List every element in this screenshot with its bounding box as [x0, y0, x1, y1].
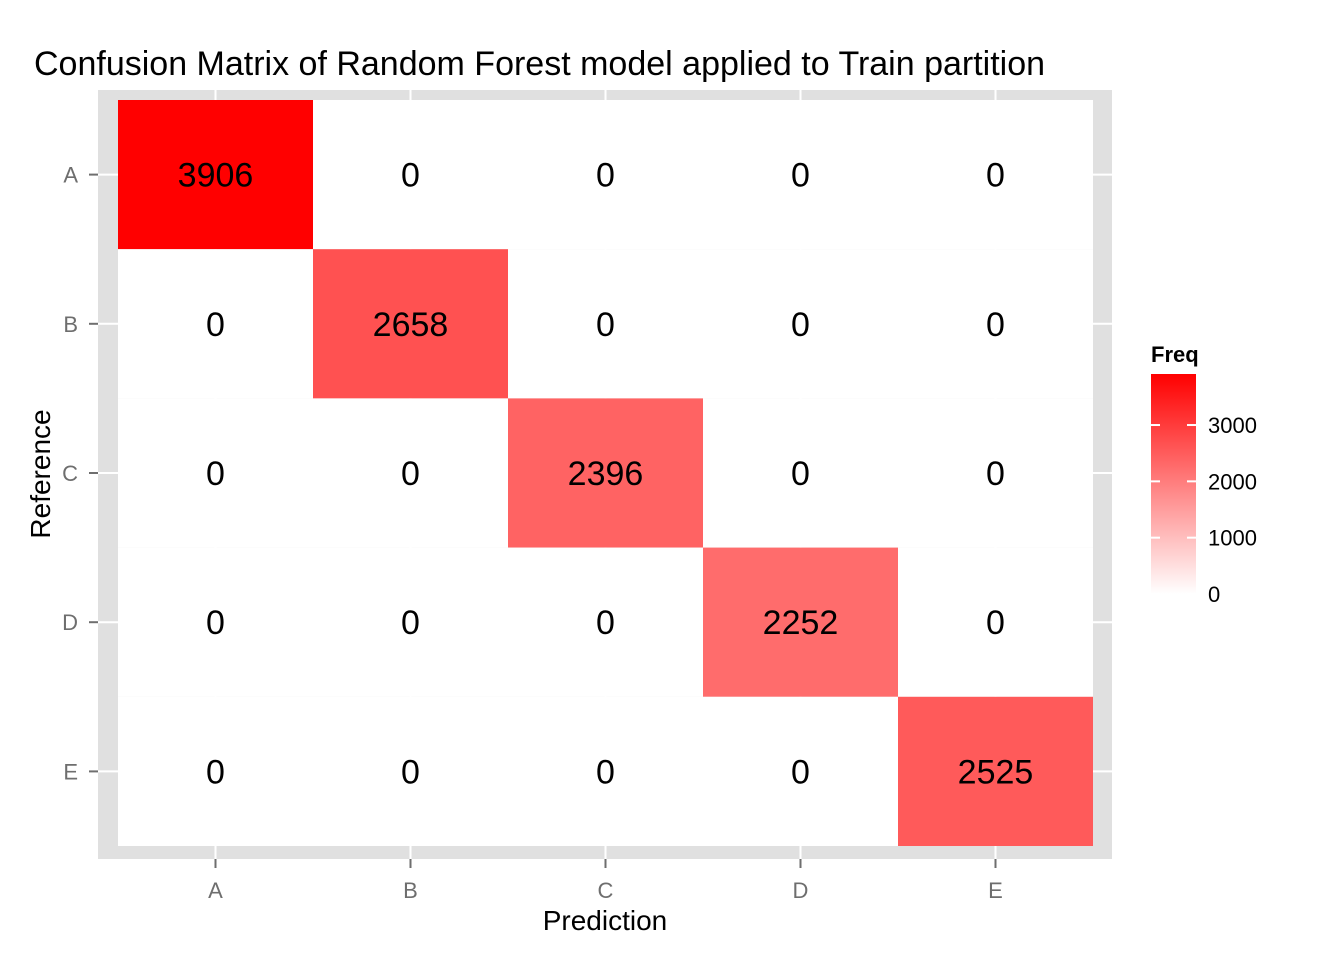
- legend-title: Freq: [1151, 342, 1199, 367]
- cell-value-label: 0: [401, 455, 420, 493]
- x-tick-label: D: [793, 878, 809, 903]
- chart-title: Confusion Matrix of Random Forest model …: [34, 45, 1045, 83]
- cell-value-label: 0: [596, 753, 615, 791]
- y-tick-label: C: [62, 461, 78, 486]
- heatmap-cell: [508, 547, 703, 697]
- cell-value-label: 0: [791, 157, 810, 195]
- heatmap-cell: [313, 547, 508, 697]
- heatmap-cells: [118, 100, 1093, 846]
- heatmap-cell: [118, 696, 313, 846]
- heatmap-cell: [703, 249, 898, 399]
- heatmap-cell: [898, 547, 1093, 697]
- cell-value-label: 0: [206, 753, 225, 791]
- x-tick-label: A: [208, 878, 223, 903]
- y-tick-label: B: [63, 312, 78, 337]
- cell-value-label: 0: [791, 753, 810, 791]
- cell-value-label: 2396: [568, 455, 644, 493]
- legend-tick-label: 2000: [1208, 469, 1257, 494]
- cell-value-label: 0: [206, 455, 225, 493]
- legend-tick-label: 1000: [1208, 526, 1257, 551]
- heatmap-cell: [508, 398, 703, 548]
- cell-value-label: 0: [401, 604, 420, 642]
- heatmap-cell: [118, 547, 313, 697]
- heatmap-cell: [313, 696, 508, 846]
- cell-value-label: 2252: [763, 604, 839, 642]
- cell-value-label: 0: [596, 604, 615, 642]
- legend-tick-label: 3000: [1208, 413, 1257, 438]
- legend-ticks: 0 1000 2000 3000: [1151, 413, 1257, 607]
- heatmap-cell: [898, 100, 1093, 250]
- heatmap-cell: [703, 547, 898, 697]
- heatmap-cell: [118, 249, 313, 399]
- heatmap-cell: [898, 249, 1093, 399]
- heatmap-cell: [508, 100, 703, 250]
- legend-tick-label: 0: [1208, 582, 1220, 607]
- y-tick-label: D: [62, 610, 78, 635]
- y-tick-label: A: [63, 163, 78, 188]
- heatmap-cell: [898, 696, 1093, 846]
- x-axis: A B C D E: [208, 859, 1003, 903]
- cell-value-label: 0: [986, 455, 1005, 493]
- heatmap-cell: [508, 249, 703, 399]
- cell-value-label: 0: [986, 306, 1005, 344]
- cell-value-label: 0: [596, 306, 615, 344]
- heatmap-cell: [313, 249, 508, 399]
- heatmap-cell: [313, 398, 508, 548]
- y-axis: A B C D E: [62, 163, 98, 784]
- x-axis-title: Prediction: [543, 905, 668, 936]
- cell-value-label: 2525: [958, 753, 1034, 791]
- cell-value-label: 3906: [178, 157, 254, 195]
- heatmap-cell: [118, 100, 313, 250]
- y-axis-title: Reference: [25, 409, 56, 538]
- cell-value-label: 0: [791, 306, 810, 344]
- cell-value-label: 0: [986, 604, 1005, 642]
- cell-value-label: 0: [401, 753, 420, 791]
- cell-value-label: 0: [401, 157, 420, 195]
- x-tick-label: B: [403, 878, 418, 903]
- cell-labels: 3906 0 0 0 0 0 2658 0 0 0 0 0 2396 0 0 0 0 0 2252 0 0 0 0 0 2525: [178, 157, 1034, 792]
- heatmap-cell: [313, 100, 508, 250]
- heatmap-cell: [118, 398, 313, 548]
- y-tick-label: E: [63, 759, 78, 784]
- x-tick-label: E: [988, 878, 1003, 903]
- heatmap-cell: [508, 696, 703, 846]
- cell-value-label: 0: [791, 455, 810, 493]
- legend: Freq 0 1000 2000 3000: [1151, 342, 1257, 607]
- cell-value-label: 2658: [373, 306, 449, 344]
- heatmap-cell: [703, 398, 898, 548]
- heatmap-cell: [703, 100, 898, 250]
- cell-value-label: 0: [596, 157, 615, 195]
- x-tick-label: C: [598, 878, 614, 903]
- heatmap-cell: [703, 696, 898, 846]
- legend-colorbar: [1151, 374, 1196, 594]
- cell-value-label: 0: [986, 157, 1005, 195]
- heatmap-cell: [898, 398, 1093, 548]
- cell-value-label: 0: [206, 306, 225, 344]
- cell-value-label: 0: [206, 604, 225, 642]
